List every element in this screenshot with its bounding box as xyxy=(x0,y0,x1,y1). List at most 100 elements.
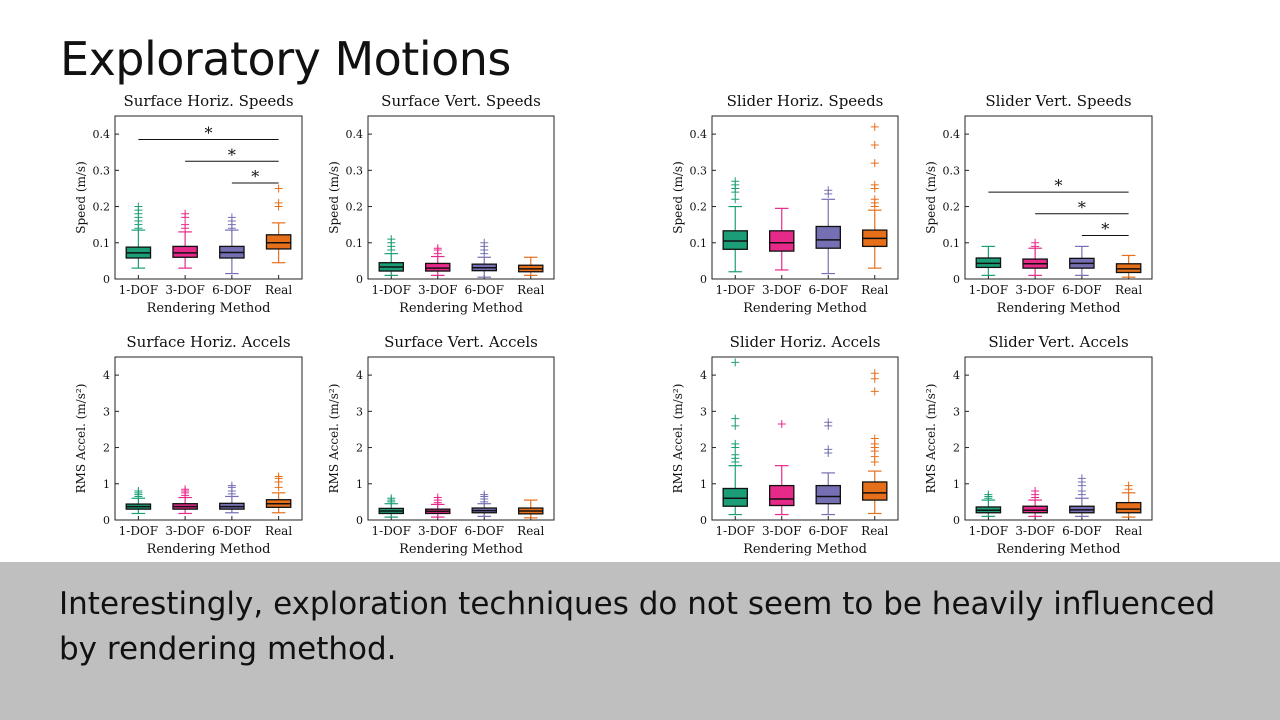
outlier-point xyxy=(387,494,396,503)
x-tick-label: 1-DOF xyxy=(716,524,755,538)
y-tick-label: 1 xyxy=(103,478,110,491)
x-tick-label: 3-DOF xyxy=(762,524,801,538)
plot-frame xyxy=(367,356,555,521)
x-tick-label: 3-DOF xyxy=(1015,524,1054,538)
outlier-point xyxy=(480,238,489,247)
box-Real xyxy=(862,122,888,269)
outlier-point xyxy=(433,244,442,253)
box-6-DOF xyxy=(219,213,245,275)
significance-star: * xyxy=(1078,198,1086,217)
x-tick-label: 3-DOF xyxy=(165,283,204,297)
outlier-point xyxy=(134,487,143,496)
box-iqr xyxy=(815,225,841,249)
outlier-point xyxy=(870,140,879,149)
box-iqr xyxy=(722,230,748,250)
y-tick-label: 1 xyxy=(356,478,363,491)
x-tick-label: 3-DOF xyxy=(418,524,457,538)
significance-star: * xyxy=(228,145,236,164)
y-tick-label: 0.3 xyxy=(346,164,364,177)
outlier-point xyxy=(227,213,236,222)
box-6-DOF xyxy=(1069,245,1095,276)
box-3-DOF xyxy=(425,493,451,518)
chart-5: Surface Vert. Accels 0 1 2 3 4 RMS Accel. (m/s… xyxy=(327,333,555,557)
caption-text: Interestingly, exploration techniques do… xyxy=(59,586,1216,667)
significance-star: * xyxy=(205,124,213,143)
chart-0: Surface Horiz. Speeds 0 0.1 0.2 0.3 0.4 Speed … xyxy=(74,92,303,316)
y-tick-label: 0.4 xyxy=(690,128,708,141)
x-axis-label: Rendering Method xyxy=(399,542,523,557)
chart-title: Slider Horiz. Accels xyxy=(730,333,881,351)
y-tick-label: 0.4 xyxy=(346,128,364,141)
y-tick-label: 0 xyxy=(953,273,960,286)
box-3-DOF xyxy=(1022,238,1048,276)
y-axis-label: RMS Accel. (m/s²) xyxy=(671,384,685,494)
x-tick-label: 3-DOF xyxy=(418,283,457,297)
y-axis-label: Speed (m/s) xyxy=(924,161,938,234)
y-tick-label: 4 xyxy=(700,369,707,382)
box-1-DOF xyxy=(975,490,1002,517)
x-tick-label: 1-DOF xyxy=(119,283,158,297)
y-tick-label: 3 xyxy=(953,405,960,418)
significance-star: * xyxy=(251,167,259,186)
y-axis-label: Speed (m/s) xyxy=(74,161,88,234)
y-tick-label: 0.1 xyxy=(346,237,364,250)
x-tick-label: Real xyxy=(1115,283,1142,297)
y-tick-label: 3 xyxy=(356,405,363,418)
box-Real xyxy=(265,472,292,514)
outlier-point xyxy=(1031,487,1040,496)
x-axis-label: Rendering Method xyxy=(743,301,867,316)
x-tick-label: 3-DOF xyxy=(165,524,204,538)
outlier-point xyxy=(227,481,236,490)
box-6-DOF xyxy=(471,238,497,278)
y-tick-label: 2 xyxy=(953,442,960,455)
box-3-DOF xyxy=(769,207,795,271)
box-6-DOF xyxy=(219,481,245,514)
y-tick-label: 4 xyxy=(103,369,110,382)
x-tick-label: 6-DOF xyxy=(1062,524,1101,538)
x-tick-label: Real xyxy=(265,524,292,538)
outlier-point xyxy=(731,421,740,430)
y-tick-label: 3 xyxy=(700,405,707,418)
box-1-DOF xyxy=(378,494,404,518)
outlier-point xyxy=(870,387,879,396)
x-tick-label: 6-DOF xyxy=(465,524,504,538)
chart-7: Slider Vert. Accels 0 1 2 3 4 RMS Accel. (m/s²… xyxy=(924,333,1153,557)
x-tick-label: 6-DOF xyxy=(212,524,251,538)
chart-title: Surface Vert. Speeds xyxy=(381,92,541,110)
x-tick-label: Real xyxy=(1115,524,1142,538)
x-tick-label: 1-DOF xyxy=(969,283,1008,297)
y-tick-label: 0.2 xyxy=(943,201,961,214)
outlier-point xyxy=(731,177,740,186)
chart-title: Surface Horiz. Speeds xyxy=(123,92,293,110)
x-axis-label: Rendering Method xyxy=(399,301,523,316)
x-tick-label: 3-DOF xyxy=(1015,283,1054,297)
x-tick-label: 6-DOF xyxy=(1062,283,1101,297)
y-tick-label: 0.1 xyxy=(93,237,111,250)
outlier-point xyxy=(731,450,740,459)
y-tick-label: 2 xyxy=(356,442,363,455)
outlier-point xyxy=(824,445,833,454)
y-tick-label: 0.4 xyxy=(93,128,111,141)
outlier-point xyxy=(181,485,190,494)
box-1-DOF xyxy=(722,358,748,516)
y-tick-label: 4 xyxy=(356,369,363,382)
y-tick-label: 0.3 xyxy=(93,164,111,177)
y-tick-label: 2 xyxy=(700,442,707,455)
outlier-point xyxy=(1031,238,1040,247)
y-tick-label: 0 xyxy=(700,273,707,286)
box-3-DOF xyxy=(172,485,198,515)
y-axis-label: Speed (m/s) xyxy=(327,161,341,234)
x-axis-label: Rendering Method xyxy=(997,301,1121,316)
chart-2: Slider Horiz. Speeds 0 0.1 0.2 0.3 0.4 Speed (… xyxy=(671,92,899,316)
box-6-DOF xyxy=(815,418,841,516)
outlier-point xyxy=(870,195,879,204)
outlier-point xyxy=(731,195,740,204)
chart-title: Slider Horiz. Speeds xyxy=(727,92,884,110)
outlier-point xyxy=(274,198,283,207)
x-tick-label: Real xyxy=(861,283,888,297)
outlier-point xyxy=(731,439,740,448)
x-tick-label: 6-DOF xyxy=(809,283,848,297)
box-iqr xyxy=(862,481,888,501)
chart-6: Slider Horiz. Accels 0 1 2 3 4 RMS Accel. (m/s… xyxy=(671,333,899,557)
y-tick-label: 0.3 xyxy=(943,164,961,177)
